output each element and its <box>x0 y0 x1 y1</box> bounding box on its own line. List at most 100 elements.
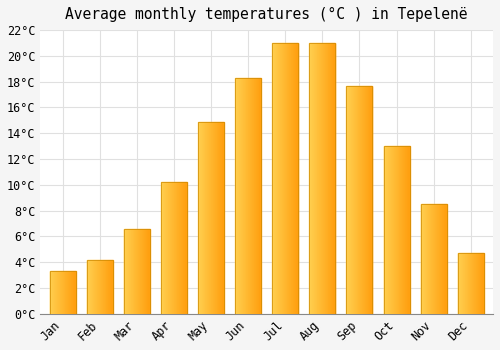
Bar <box>90 260 91 314</box>
Bar <box>93 260 94 314</box>
Bar <box>312 43 314 314</box>
Bar <box>435 204 436 314</box>
Bar <box>317 43 318 314</box>
Bar <box>172 182 174 314</box>
Bar <box>214 122 215 314</box>
Bar <box>409 146 410 314</box>
Bar <box>468 253 469 314</box>
Bar <box>346 85 347 314</box>
Bar <box>350 85 351 314</box>
Bar <box>390 146 392 314</box>
Bar <box>424 204 425 314</box>
Bar <box>100 260 101 314</box>
Bar <box>362 85 364 314</box>
Bar <box>247 78 248 314</box>
Bar <box>132 229 133 314</box>
Bar <box>64 271 65 314</box>
Bar <box>406 146 407 314</box>
Bar <box>352 85 353 314</box>
Bar <box>92 260 93 314</box>
Bar <box>384 146 409 314</box>
Bar <box>69 271 70 314</box>
Bar <box>198 122 224 314</box>
Bar <box>392 146 394 314</box>
Bar <box>185 182 186 314</box>
Bar <box>332 43 334 314</box>
Bar <box>404 146 405 314</box>
Bar <box>432 204 433 314</box>
Bar <box>272 43 298 314</box>
Bar <box>147 229 148 314</box>
Bar <box>95 260 96 314</box>
Bar <box>360 85 361 314</box>
Bar <box>51 271 52 314</box>
Bar <box>210 122 211 314</box>
Bar <box>144 229 145 314</box>
Bar <box>284 43 285 314</box>
Bar <box>369 85 370 314</box>
Bar <box>481 253 482 314</box>
Bar <box>315 43 316 314</box>
Bar <box>400 146 401 314</box>
Bar <box>354 85 355 314</box>
Bar <box>346 85 372 314</box>
Bar <box>292 43 293 314</box>
Bar <box>248 78 249 314</box>
Bar <box>101 260 102 314</box>
Bar <box>72 271 73 314</box>
Bar <box>106 260 107 314</box>
Bar <box>86 260 113 314</box>
Bar <box>240 78 241 314</box>
Title: Average monthly temperatures (°C ) in Tepelenë: Average monthly temperatures (°C ) in Te… <box>66 7 468 22</box>
Bar <box>241 78 242 314</box>
Bar <box>321 43 322 314</box>
Bar <box>108 260 109 314</box>
Bar <box>351 85 352 314</box>
Bar <box>428 204 429 314</box>
Bar <box>110 260 112 314</box>
Bar <box>460 253 461 314</box>
Bar <box>135 229 136 314</box>
Bar <box>291 43 292 314</box>
Bar <box>388 146 389 314</box>
Bar <box>60 271 62 314</box>
Bar <box>239 78 240 314</box>
Bar <box>389 146 390 314</box>
Bar <box>387 146 388 314</box>
Bar <box>444 204 446 314</box>
Bar <box>433 204 434 314</box>
Bar <box>259 78 260 314</box>
Bar <box>434 204 435 314</box>
Bar <box>220 122 221 314</box>
Bar <box>325 43 326 314</box>
Bar <box>348 85 349 314</box>
Bar <box>137 229 138 314</box>
Bar <box>441 204 442 314</box>
Bar <box>316 43 317 314</box>
Bar <box>443 204 444 314</box>
Bar <box>70 271 71 314</box>
Bar <box>212 122 213 314</box>
Bar <box>289 43 290 314</box>
Bar <box>238 78 239 314</box>
Bar <box>96 260 97 314</box>
Bar <box>294 43 295 314</box>
Bar <box>244 78 245 314</box>
Bar <box>140 229 141 314</box>
Bar <box>166 182 167 314</box>
Bar <box>429 204 430 314</box>
Bar <box>63 271 64 314</box>
Bar <box>361 85 362 314</box>
Bar <box>176 182 177 314</box>
Bar <box>88 260 90 314</box>
Bar <box>146 229 147 314</box>
Bar <box>334 43 336 314</box>
Bar <box>290 43 291 314</box>
Bar <box>425 204 426 314</box>
Bar <box>438 204 439 314</box>
Bar <box>250 78 252 314</box>
Bar <box>310 43 336 314</box>
Bar <box>466 253 467 314</box>
Bar <box>145 229 146 314</box>
Bar <box>474 253 476 314</box>
